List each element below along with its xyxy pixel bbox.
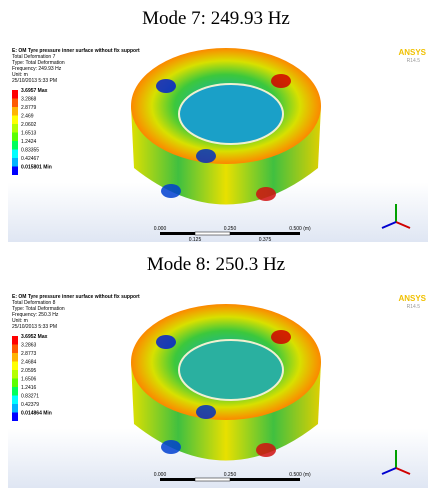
legend-label: 3.6952 Max (21, 334, 48, 340)
info-line: 25/10/2013 5:33 PM (12, 324, 57, 330)
scale-bar (195, 232, 230, 235)
legend-swatch (12, 99, 18, 108)
legend-swatch (12, 107, 18, 116)
legend-label: 3.2863 (21, 343, 37, 349)
scale-label: 0.250 (224, 226, 237, 232)
caption: Mode 8: 250.3 Hz (147, 254, 285, 275)
scale-bar (230, 478, 300, 481)
deformation-spot (196, 405, 216, 419)
legend-label: 0.42379 (21, 402, 39, 408)
deformation-spot (256, 187, 276, 201)
legend-label: 0.83271 (21, 394, 39, 400)
result-panel: E: OM Tyre pressure inner surface withou… (8, 290, 428, 488)
legend-swatch (12, 413, 18, 422)
scale-bar (195, 478, 230, 481)
legend-swatch (12, 116, 18, 125)
legend-swatch (12, 336, 18, 345)
scale-label: 0.250 (224, 472, 237, 478)
scale-label: 0.500 (m) (289, 226, 311, 232)
scale-label: 0.000 (154, 472, 167, 478)
legend-swatch (12, 345, 18, 354)
legend-label: 2.8773 (21, 351, 37, 357)
scale-bar (160, 478, 195, 481)
legend-label: 0.42467 (21, 156, 39, 162)
legend-swatch (12, 150, 18, 159)
legend-label: 0.014864 Min (21, 411, 52, 417)
ansys-logo: ANSYS (398, 48, 426, 57)
legend-swatch (12, 124, 18, 133)
deformation-spot (156, 79, 176, 93)
scale-label: 0.125 (189, 237, 202, 243)
deformation-spot (196, 149, 216, 163)
legend-label: 1.2424 (21, 139, 37, 145)
tyre-hole (179, 84, 283, 144)
legend-swatch (12, 370, 18, 379)
legend-label: 0.015801 Min (21, 165, 52, 171)
legend-swatch (12, 133, 18, 142)
tyre-hole (179, 340, 283, 400)
legend-swatch (12, 379, 18, 388)
legend-label: 0.83355 (21, 148, 39, 154)
ansys-logo: ANSYS (398, 294, 426, 303)
legend-swatch (12, 141, 18, 150)
legend-swatch (12, 387, 18, 396)
legend-label: 2.469 (21, 114, 34, 120)
scale-label: 0.000 (154, 226, 167, 232)
legend-label: 2.4684 (21, 360, 37, 366)
legend-label: 2.0595 (21, 368, 37, 374)
info-line: 25/10/2013 5:33 PM (12, 78, 57, 84)
deformation-spot (271, 330, 291, 344)
deformation-spot (161, 440, 181, 454)
legend-label: 1.6513 (21, 131, 37, 137)
legend-swatch (12, 158, 18, 167)
legend-swatch (12, 353, 18, 362)
deformation-spot (161, 184, 181, 198)
legend-label: 1.2416 (21, 385, 37, 391)
scale-bar (230, 232, 300, 235)
scale-label: 0.375 (259, 237, 272, 243)
legend-swatch (12, 90, 18, 99)
caption: Mode 7: 249.93 Hz (142, 8, 290, 29)
legend-swatch (12, 396, 18, 405)
deformation-spot (256, 443, 276, 457)
deformation-spot (156, 335, 176, 349)
legend-swatch (12, 362, 18, 371)
legend-label: 3.2868 (21, 97, 37, 103)
version: R14.5 (407, 58, 421, 64)
legend-label: 3.6957 Max (21, 88, 48, 94)
scale-label: 0.500 (m) (289, 472, 311, 478)
scale-bar (160, 232, 195, 235)
legend-swatch (12, 404, 18, 413)
figure: Mode 7: 249.93 Hz Mode 8: 250.3 Hz E: OM… (0, 0, 432, 492)
legend-label: 1.6506 (21, 377, 37, 383)
version: R14.5 (407, 304, 421, 310)
deformation-spot (271, 74, 291, 88)
legend-label: 2.8779 (21, 105, 37, 111)
legend-swatch (12, 167, 18, 176)
legend-label: 2.0602 (21, 122, 37, 128)
result-panel: E: OM Tyre pressure inner surface withou… (8, 44, 428, 243)
